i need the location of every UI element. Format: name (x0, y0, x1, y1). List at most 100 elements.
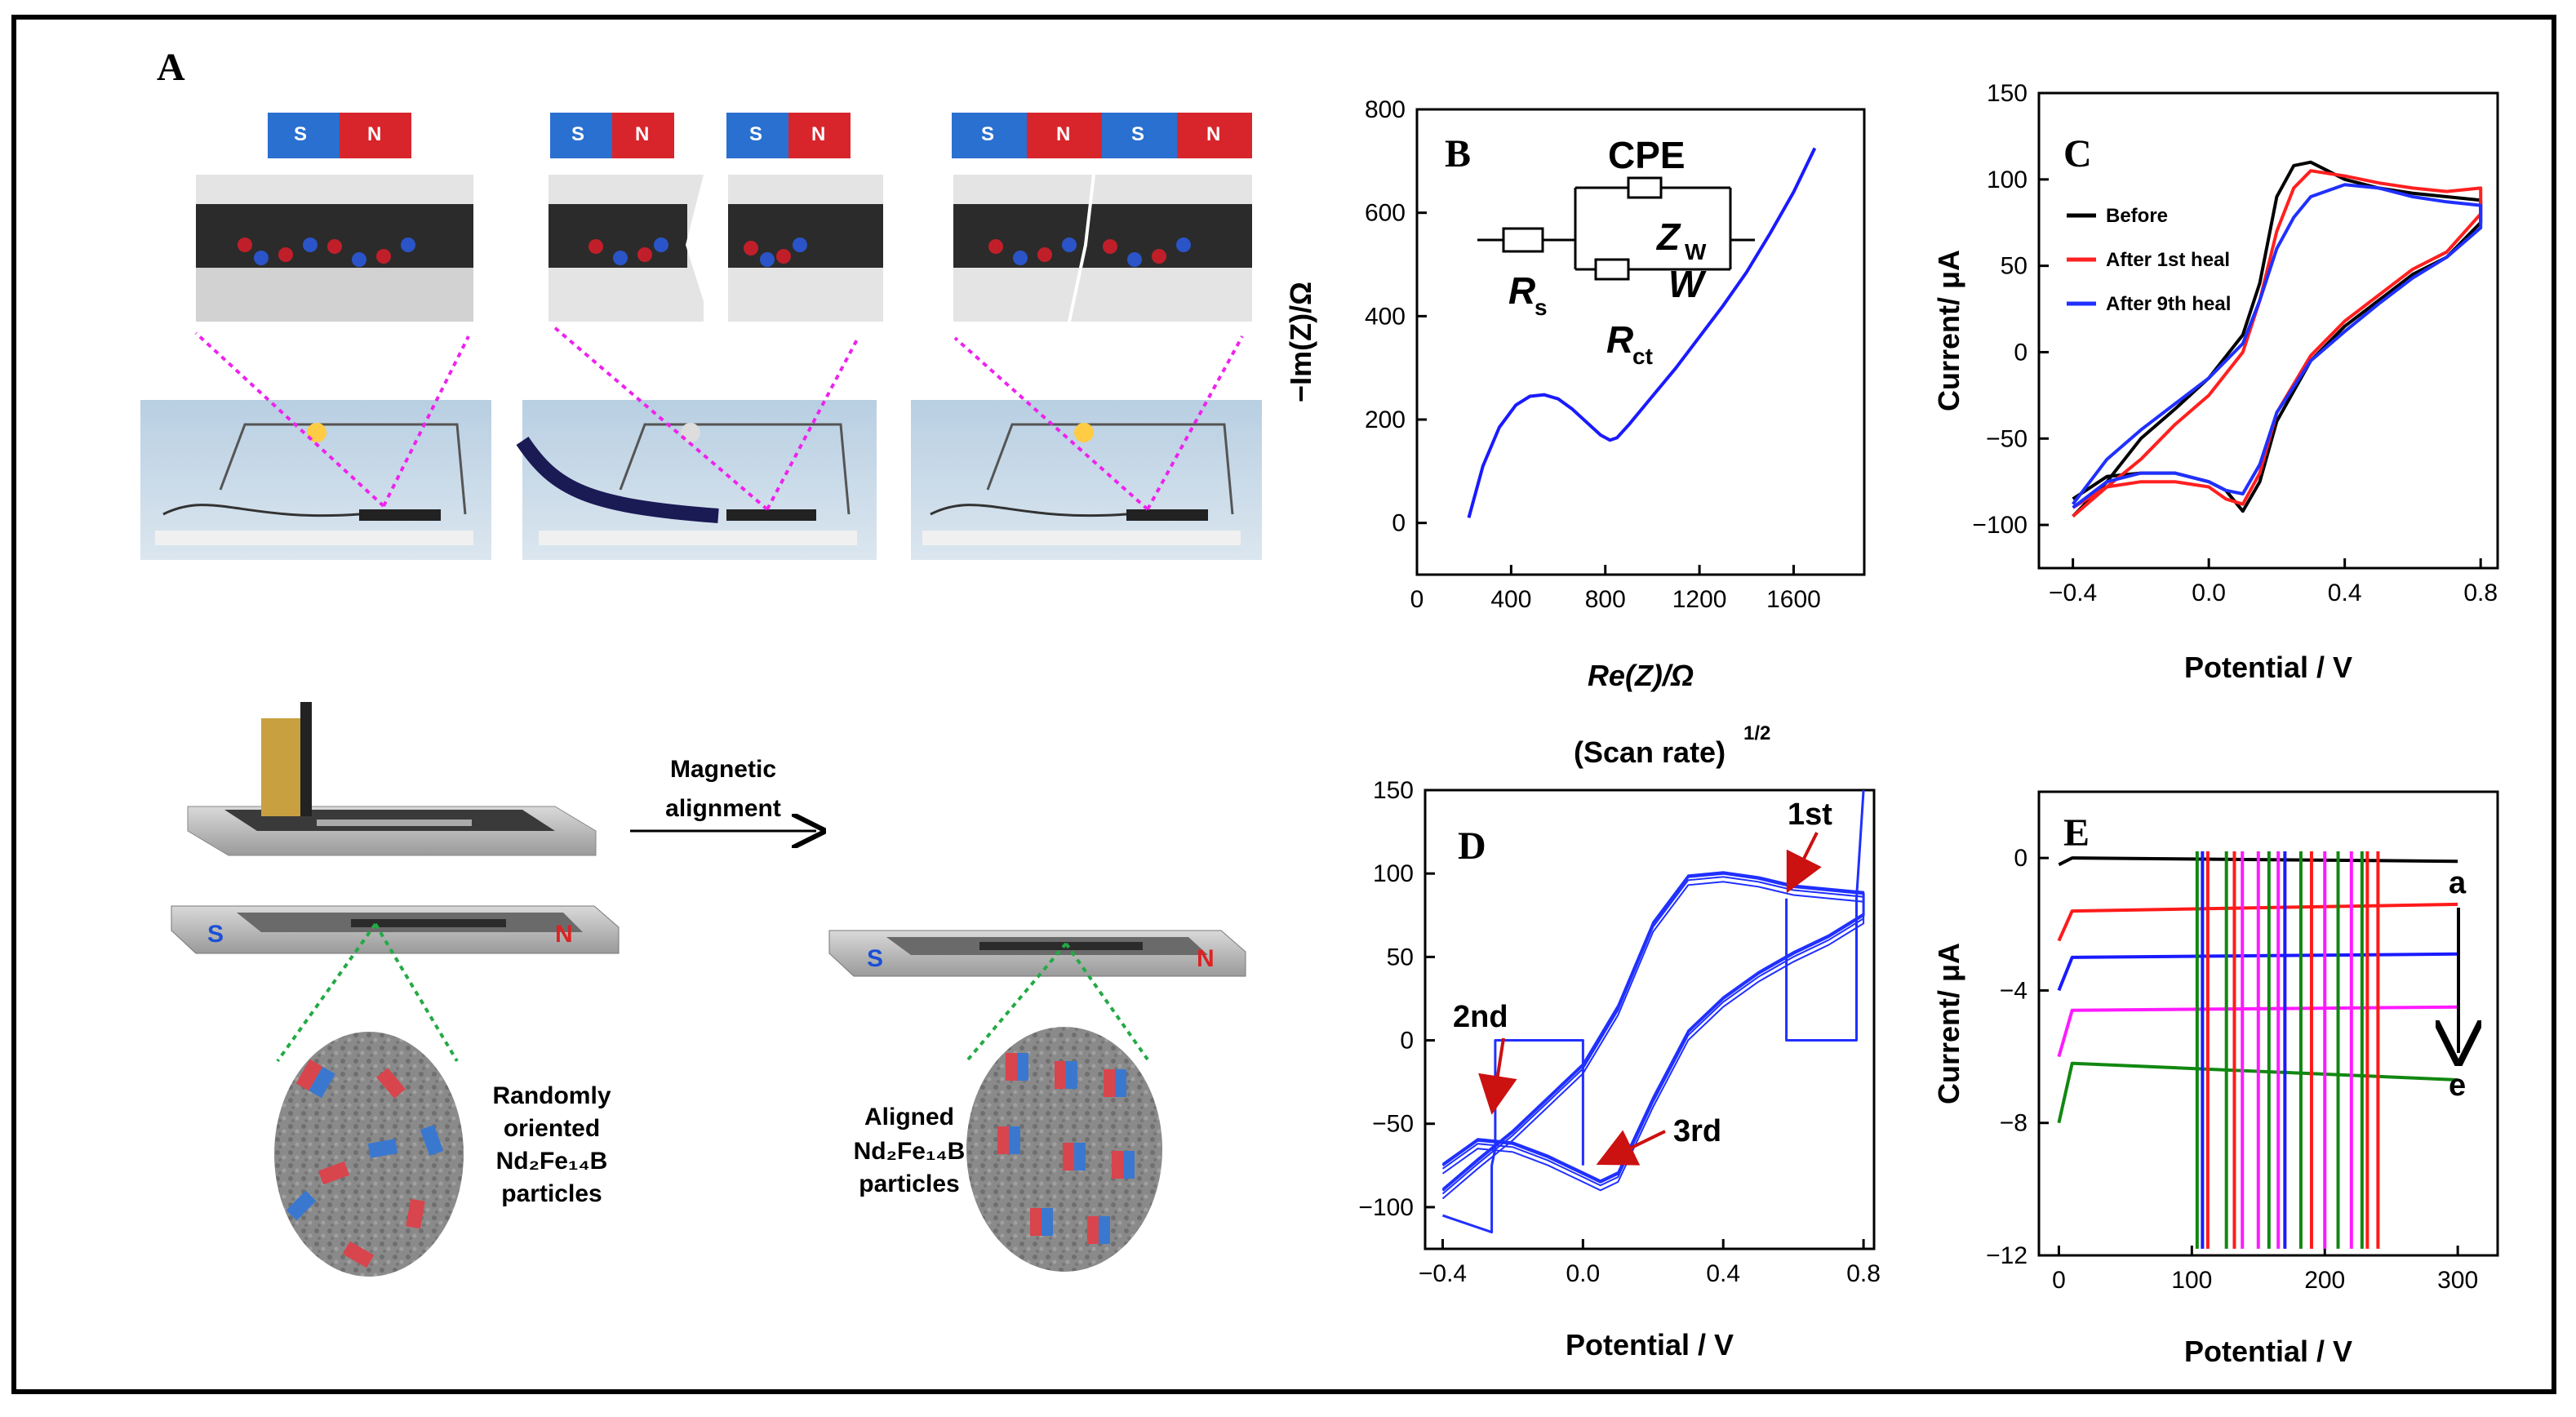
magnet-s-label-4: S (981, 123, 994, 145)
series-line-steps (1442, 1039, 1584, 1234)
x-tick-label: 100 (2171, 1267, 2212, 1294)
x-tick-label: 0 (2052, 1267, 2066, 1294)
plate-n-label-2: N (1197, 945, 1215, 972)
series-line-b (2057, 902, 2458, 942)
aligned-label-line-3: particles (859, 1170, 959, 1197)
series-line-step-right (1785, 789, 1865, 1042)
x-tick-label: 0.0 (1566, 1260, 1601, 1287)
aligned-particles-view (966, 1027, 1162, 1272)
coating-apparatus (187, 702, 597, 856)
random-label-line-4: particles (501, 1180, 602, 1207)
plot-frame-C (2037, 91, 2499, 570)
y-axis-label: Current/ μA (1932, 250, 1965, 411)
x-tick-label: 0.8 (2463, 580, 2498, 606)
x-tick-label: 0.4 (1706, 1260, 1740, 1287)
x-axis-label: Potential / V (2184, 1335, 2352, 1368)
cycle-annotation: 3rd (1673, 1114, 1721, 1148)
scan-rate-label: (Scan rate) (1574, 735, 1725, 769)
alignment-label-2: alignment (665, 795, 781, 822)
cross-section-cut (549, 175, 883, 322)
x-tick-label: 0.8 (1846, 1260, 1881, 1287)
y-tick-label: 0 (2014, 339, 2027, 366)
trend-label-a: a (2449, 866, 2467, 900)
magnet-plate-right: S N (828, 930, 1246, 977)
random-label: Randomly oriented Nd₂Fe₁₄B particles (492, 1082, 611, 1207)
zoom-arrows (276, 922, 1149, 1063)
y-tick-label: 400 (1365, 303, 1406, 330)
magnet-n-label-5: N (1206, 123, 1220, 145)
x-tick-label: 800 (1585, 586, 1626, 613)
legend-entry: After 9th heal (2106, 293, 2231, 315)
trend-label-e: e (2449, 1068, 2466, 1103)
panel-a-letter: A (157, 46, 185, 89)
x-tick-label: 0 (1410, 586, 1424, 613)
y-tick-label: −50 (1372, 1111, 1414, 1138)
photo-cut (516, 400, 877, 560)
x-tick-label: 0.0 (2192, 580, 2226, 606)
magnet-s-label: S (294, 123, 307, 145)
x-tick-label: 300 (2437, 1267, 2478, 1294)
plate-s-label: S (207, 921, 224, 948)
panel-e-letter: E (2063, 811, 2090, 855)
magnet-plate-left: S N (171, 905, 620, 954)
rs-subscript: s (1534, 295, 1548, 320)
aligned-label-line-1: Aligned (864, 1104, 954, 1130)
rs-label: R (1508, 269, 1535, 312)
magnet-s-label-5: S (1131, 123, 1144, 145)
cross-section-healed (953, 174, 1252, 322)
zw-label: Z (1655, 215, 1681, 258)
random-label-line-3: Nd₂Fe₁₄B (496, 1148, 608, 1175)
rct-subscript: ct (1632, 344, 1653, 369)
y-tick-label: 100 (1373, 860, 1414, 887)
x-tick-label: 1600 (1766, 586, 1821, 613)
series-line-c (2057, 952, 2458, 992)
x-tick-label: 0.4 (2328, 580, 2362, 606)
y-tick-label: −50 (1986, 425, 2027, 452)
random-label-line-1: Randomly (492, 1082, 611, 1109)
magnet-s-label-2: S (571, 123, 584, 145)
y-tick-label: 0 (2014, 845, 2027, 872)
aligned-label: Aligned Nd₂Fe₁₄B particles (854, 1104, 966, 1197)
series-line-cycle-3 (1441, 881, 1865, 1200)
plate-s-label-2: S (867, 945, 883, 972)
x-tick-label: −0.4 (2049, 580, 2097, 606)
cycle-annotation: 2nd (1453, 1000, 1508, 1034)
magnet-bar-3: S N S N (952, 113, 1252, 158)
y-tick-label: 0 (1400, 1028, 1414, 1055)
plot-frame-E (2037, 790, 2499, 1257)
panel-c-letter: C (2063, 132, 2092, 175)
y-tick-label: −100 (1972, 512, 2027, 539)
panel-d-letter: D (1458, 824, 1486, 868)
x-tick-label: 1200 (1672, 586, 1727, 613)
y-tick-label: −100 (1358, 1194, 1414, 1221)
y-axis-label: Current/ μA (1932, 943, 1965, 1104)
y-tick-label: −12 (1986, 1242, 2027, 1269)
series-line-After-9th-heal (2072, 183, 2483, 509)
panel-b-chart: B CPE R s R ct Z W W 0 400 800 1200 1600 0 200… (1284, 96, 1866, 692)
series-line-a (2058, 856, 2458, 867)
equivalent-circuit (1477, 176, 1755, 281)
y-tick-label: 150 (1373, 777, 1414, 804)
photo-intact (140, 400, 491, 560)
x-axis-label: Re(Z)/Ω (1588, 659, 1694, 692)
y-tick-label: −4 (2000, 977, 2027, 1004)
y-axis-label: −Im(Z)/Ω (1284, 282, 1317, 402)
y-tick-label: 50 (2001, 253, 2027, 280)
x-tick-label: −0.4 (1419, 1260, 1467, 1287)
y-tick-label: 100 (1987, 167, 2027, 193)
panel-b-letter: B (1445, 132, 1471, 175)
x-tick-label: 400 (1490, 586, 1531, 613)
y-tick-label: 200 (1365, 406, 1406, 433)
zw-subscript: W (1685, 239, 1707, 264)
magnet-n-label-4: N (1056, 123, 1070, 145)
magnet-bar-2: S N S N (550, 113, 851, 158)
figure-frame (11, 15, 2556, 1394)
x-tick-label: 200 (2304, 1267, 2345, 1294)
plate-n-label: N (555, 921, 573, 948)
alignment-label-1: Magnetic (670, 756, 776, 783)
random-label-line-2: oriented (504, 1115, 600, 1142)
x-axis-label: Potential / V (1566, 1328, 1734, 1361)
w-label: W (1668, 263, 1707, 305)
y-tick-label: 50 (1387, 944, 1414, 971)
legend-entry: Before (2106, 205, 2168, 227)
